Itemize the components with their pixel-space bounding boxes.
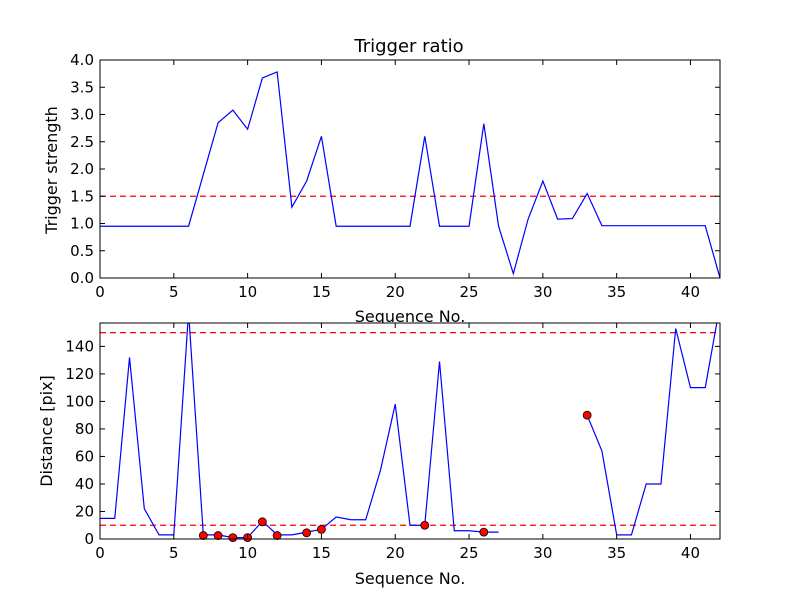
bottom-marker-point <box>257 517 267 527</box>
top-y-tick-label: 2.5 <box>70 133 94 151</box>
bottom-series-group <box>100 323 718 539</box>
top-series-group <box>100 71 720 278</box>
bottom-x-tick-label: 40 <box>681 544 700 562</box>
bottom-marker-point <box>213 531 223 540</box>
bottom-y-tick-label: 100 <box>65 392 94 410</box>
top-chart-title: Trigger ratio <box>353 36 463 57</box>
top-y-tick-label: 4.0 <box>70 51 94 69</box>
bottom-x-axis-label: Sequence No. <box>355 569 466 588</box>
top-y-axis-label: Trigger strength <box>42 106 61 235</box>
bottom-y-axis-label: Distance [pix] <box>37 375 56 487</box>
top-series-line-0 <box>100 71 720 278</box>
top-x-ticks: 0 5 10 15 20 25 30 35 40 <box>95 60 700 301</box>
bottom-marker-point <box>420 520 430 530</box>
bottom-x-tick-label: 25 <box>460 544 479 562</box>
bottom-y-ticks: 0 20 40 60 80 100 120 140 <box>65 337 720 548</box>
bottom-plot-frame <box>99 322 721 540</box>
bottom-x-tick-label: 30 <box>533 544 552 562</box>
bottom-x-tick-label: 10 <box>238 544 257 562</box>
bottom-x-tick-label: 35 <box>607 544 626 562</box>
top-x-tick-label: 30 <box>533 283 552 301</box>
top-y-tick-label: 0.5 <box>70 242 94 260</box>
bottom-marker-point <box>198 531 208 540</box>
bottom-marker-point <box>228 533 238 543</box>
bottom-x-ticks: 0 5 10 15 20 25 30 35 40 <box>95 323 700 562</box>
top-x-tick-label: 10 <box>238 283 257 301</box>
bottom-plot-area <box>100 323 720 539</box>
top-x-tick-label: 15 <box>312 283 331 301</box>
bottom-series-line-0 <box>100 323 718 539</box>
bottom-marker-point <box>302 528 312 538</box>
top-y-tick-label: 3.5 <box>70 78 94 96</box>
top-x-tick-label: 25 <box>460 283 479 301</box>
top-y-ticks: 0.0 0.5 1.0 1.5 2.0 2.5 3.0 3.5 4.0 <box>70 51 720 287</box>
bottom-marker-group <box>198 410 592 543</box>
bottom-y-tick-label: 40 <box>75 475 94 493</box>
top-x-tick-label: 5 <box>169 283 179 301</box>
distance-chart: 0 5 10 15 20 25 30 35 40 0 20 40 60 80 100 120 140 Sequ… <box>37 322 721 588</box>
bottom-marker-point <box>317 524 326 534</box>
top-y-tick-label: 2.0 <box>70 160 94 178</box>
top-y-tick-label: 1.0 <box>70 215 94 233</box>
bottom-marker-point <box>272 531 282 540</box>
bottom-x-tick-label: 5 <box>169 544 179 562</box>
top-y-tick-label: 0.0 <box>70 269 94 287</box>
bottom-x-tick-label: 15 <box>312 544 331 562</box>
bottom-y-tick-label: 20 <box>75 502 94 520</box>
bottom-y-tick-label: 60 <box>75 447 94 465</box>
bottom-marker-point <box>479 527 489 537</box>
top-x-tick-label: 35 <box>607 283 626 301</box>
top-plot-area <box>100 60 720 278</box>
bottom-marker-point <box>582 410 592 420</box>
bottom-x-tick-label: 0 <box>95 544 105 562</box>
top-x-tick-label: 20 <box>386 283 405 301</box>
top-y-tick-label: 1.5 <box>70 187 94 205</box>
bottom-y-tick-label: 80 <box>75 420 94 438</box>
top-x-tick-label: 0 <box>95 283 105 301</box>
top-x-axis-label: Sequence No. <box>355 307 466 326</box>
bottom-y-tick-label: 0 <box>84 530 94 548</box>
bottom-x-tick-label: 20 <box>386 544 405 562</box>
bottom-y-tick-label: 140 <box>65 337 94 355</box>
top-x-tick-label: 40 <box>681 283 700 301</box>
trigger-ratio-chart: Trigger ratio 0 5 10 15 20 25 30 35 40 0.0 0.5 1.0… <box>42 36 721 326</box>
top-y-tick-label: 3.0 <box>70 106 94 124</box>
bottom-y-tick-label: 120 <box>65 365 94 383</box>
